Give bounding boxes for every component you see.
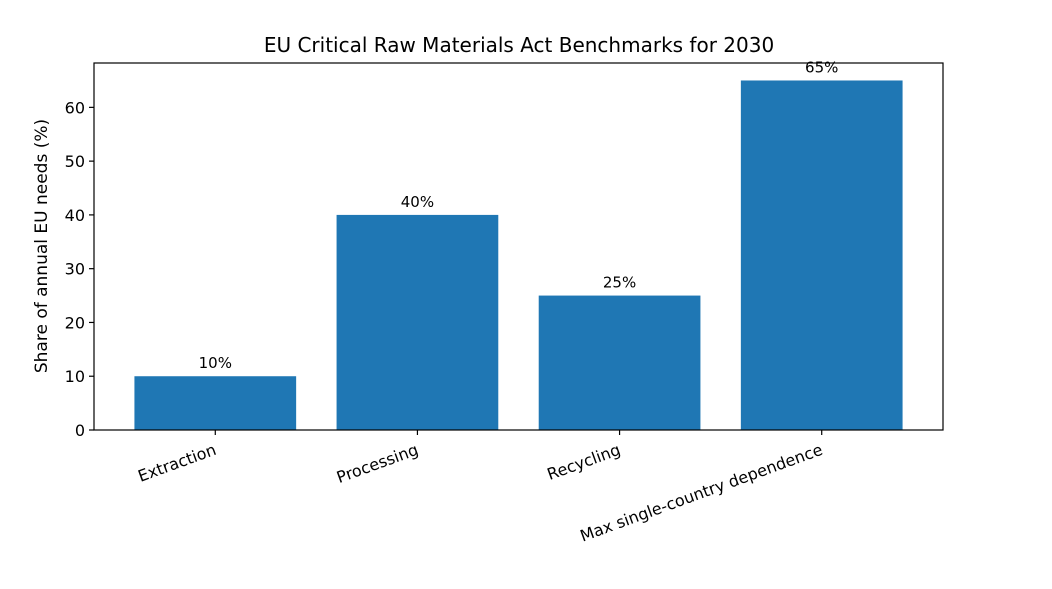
bar-processing [336,214,499,430]
bar-extraction [134,376,297,430]
plot-frame [93,62,944,431]
y-tick-label-20: 20 [65,313,85,332]
x-tick-label-processing: Processing [334,440,421,487]
data-label-recycling: 25% [603,274,636,292]
y-axis: 0 10 20 30 40 50 60 [65,98,94,440]
data-label-max-single-country-dependence: 65% [805,58,838,76]
y-axis-label: Share of annual EU needs (%) [32,119,52,373]
bar-max-single-country-dependence [740,80,903,430]
y-tick-label-60: 60 [65,98,85,117]
bars-group [134,80,903,430]
x-tick-label-extraction: Extraction [135,440,218,486]
y-tick-label-10: 10 [65,367,85,386]
y-tick-label-30: 30 [65,260,85,279]
x-tick-label-recycling: Recycling [545,440,623,484]
data-label-processing: 40% [401,193,434,211]
y-tick-label-50: 50 [65,152,85,171]
y-tick-label-40: 40 [65,206,85,225]
y-tick-label-0: 0 [75,421,85,440]
bar-recycling [538,295,701,430]
chart-title: EU Critical Raw Materials Act Benchmarks… [264,33,774,57]
data-label-extraction: 10% [199,354,232,372]
